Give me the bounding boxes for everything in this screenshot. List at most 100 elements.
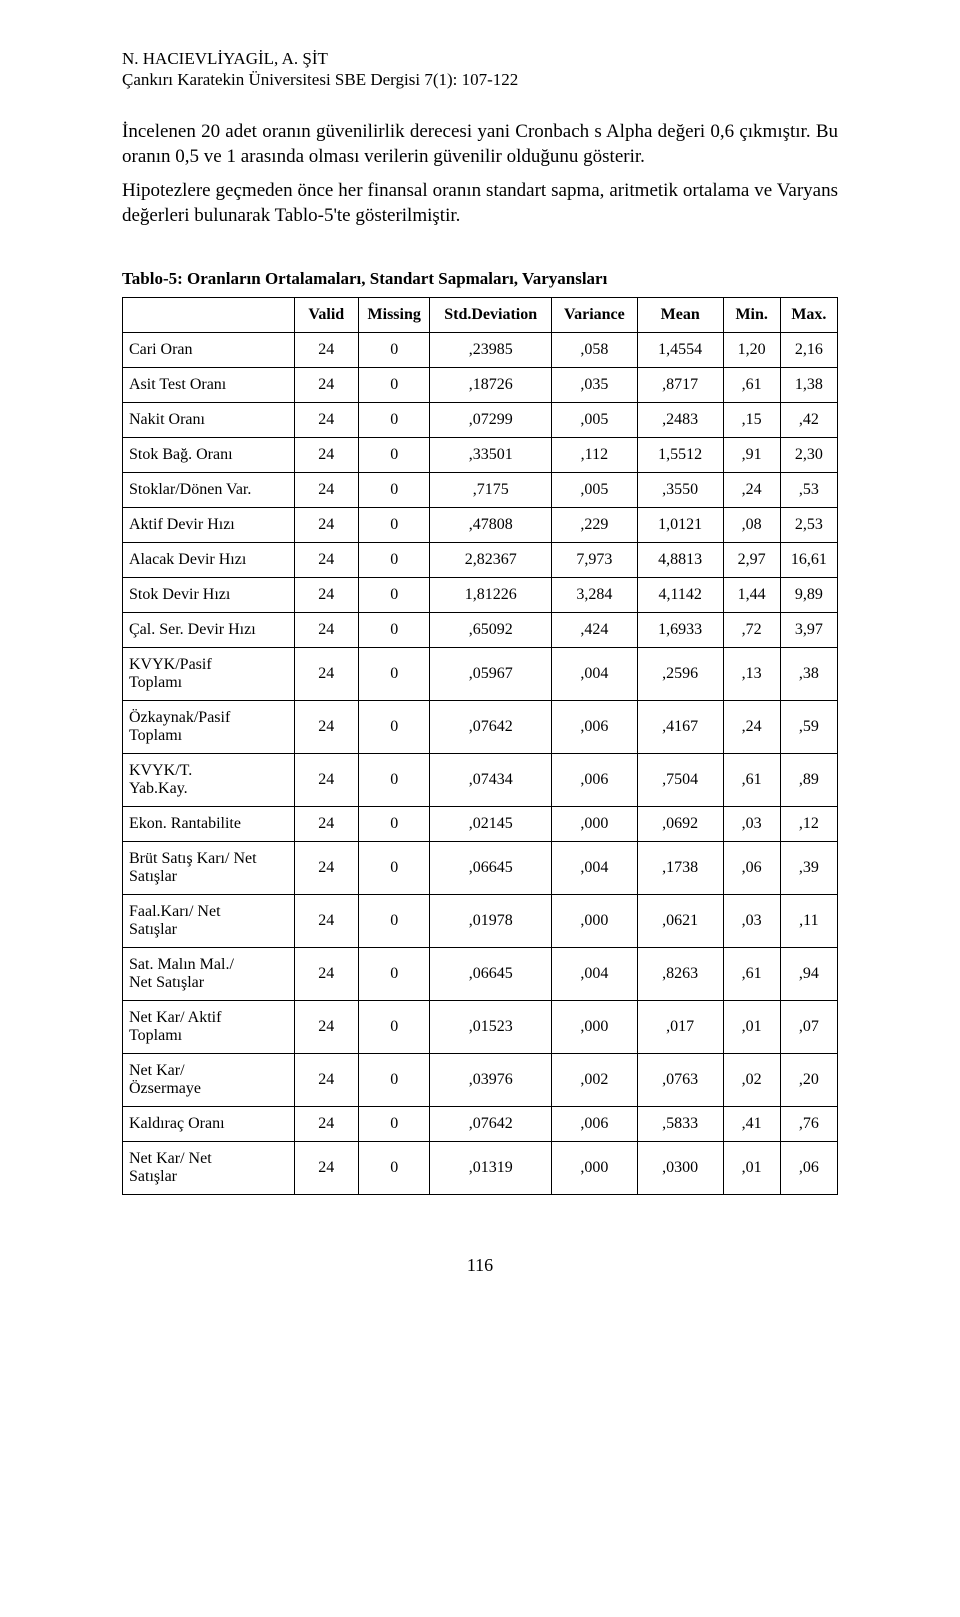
row-label: Net Kar/ Özsermaye xyxy=(123,1054,295,1107)
row-value: ,01319 xyxy=(430,1142,552,1195)
row-value: ,017 xyxy=(637,1001,723,1054)
row-value: 24 xyxy=(294,1001,358,1054)
row-value: 0 xyxy=(358,807,430,842)
row-value: 24 xyxy=(294,1107,358,1142)
paragraph-2: Hipotezlere geçmeden önce her finansal o… xyxy=(122,178,838,229)
row-value: ,07642 xyxy=(430,1107,552,1142)
table-row: Stok Bağ. Oranı240,33501,1121,5512,912,3… xyxy=(123,438,838,473)
row-value: ,61 xyxy=(723,754,780,807)
row-label: Nakit Oranı xyxy=(123,403,295,438)
row-label: Kaldıraç Oranı xyxy=(123,1107,295,1142)
row-value: 1,44 xyxy=(723,578,780,613)
row-value: ,13 xyxy=(723,648,780,701)
row-value: ,8717 xyxy=(637,368,723,403)
row-value: 24 xyxy=(294,578,358,613)
row-value: 24 xyxy=(294,648,358,701)
row-value: ,42 xyxy=(780,403,837,438)
row-value: ,000 xyxy=(551,1001,637,1054)
row-label: Cari Oran xyxy=(123,333,295,368)
row-value: ,000 xyxy=(551,807,637,842)
row-value: ,7504 xyxy=(637,754,723,807)
table-row: Aktif Devir Hızı240,47808,2291,0121,082,… xyxy=(123,508,838,543)
row-value: ,5833 xyxy=(637,1107,723,1142)
row-value: ,47808 xyxy=(430,508,552,543)
row-value: ,08 xyxy=(723,508,780,543)
row-value: ,15 xyxy=(723,403,780,438)
row-value: 2,30 xyxy=(780,438,837,473)
table-row: Stoklar/Dönen Var.240,7175,005,3550,24,5… xyxy=(123,473,838,508)
row-label: KVYK/Pasif Toplamı xyxy=(123,648,295,701)
row-value: ,005 xyxy=(551,473,637,508)
row-value: ,23985 xyxy=(430,333,552,368)
row-label: Stok Devir Hızı xyxy=(123,578,295,613)
table-row: Asit Test Oranı240,18726,035,8717,611,38 xyxy=(123,368,838,403)
row-value: ,72 xyxy=(723,613,780,648)
row-value: ,004 xyxy=(551,648,637,701)
row-value: ,07642 xyxy=(430,701,552,754)
row-value: ,7175 xyxy=(430,473,552,508)
row-value: 3,97 xyxy=(780,613,837,648)
table-header-cell: Valid xyxy=(294,298,358,333)
row-value: 0 xyxy=(358,1142,430,1195)
page: N. HACIEVLİYAGİL, A. ŞİT Çankırı Karatek… xyxy=(0,0,960,1336)
row-value: ,06 xyxy=(723,842,780,895)
table-row: Nakit Oranı240,07299,005,2483,15,42 xyxy=(123,403,838,438)
row-value: 24 xyxy=(294,1054,358,1107)
row-label: Stoklar/Dönen Var. xyxy=(123,473,295,508)
row-value: ,24 xyxy=(723,701,780,754)
row-value: ,06645 xyxy=(430,842,552,895)
row-value: 0 xyxy=(358,895,430,948)
table-row: Brüt Satış Karı/ Net Satışlar240,06645,0… xyxy=(123,842,838,895)
row-value: 1,20 xyxy=(723,333,780,368)
row-value: ,8263 xyxy=(637,948,723,1001)
table-row: Özkaynak/Pasif Toplamı240,07642,006,4167… xyxy=(123,701,838,754)
row-value: 4,1142 xyxy=(637,578,723,613)
row-value: ,33501 xyxy=(430,438,552,473)
row-value: 0 xyxy=(358,578,430,613)
row-label: Çal. Ser. Devir Hızı xyxy=(123,613,295,648)
row-value: ,07 xyxy=(780,1001,837,1054)
table-row: Stok Devir Hızı2401,812263,2844,11421,44… xyxy=(123,578,838,613)
row-value: ,06 xyxy=(780,1142,837,1195)
table-header-cell: Max. xyxy=(780,298,837,333)
row-value: ,61 xyxy=(723,368,780,403)
row-value: 0 xyxy=(358,333,430,368)
row-value: 24 xyxy=(294,842,358,895)
row-value: ,59 xyxy=(780,701,837,754)
row-value: ,91 xyxy=(723,438,780,473)
row-value: ,65092 xyxy=(430,613,552,648)
row-value: 0 xyxy=(358,842,430,895)
table-row: Net Kar/ Net Satışlar240,01319,000,0300,… xyxy=(123,1142,838,1195)
table-row: Net Kar/ Aktif Toplamı240,01523,000,017,… xyxy=(123,1001,838,1054)
row-value: 0 xyxy=(358,1107,430,1142)
row-value: ,0763 xyxy=(637,1054,723,1107)
row-label: Ekon. Rantabilite xyxy=(123,807,295,842)
row-value: ,0621 xyxy=(637,895,723,948)
row-value: ,02 xyxy=(723,1054,780,1107)
row-value: ,03 xyxy=(723,807,780,842)
row-value: 24 xyxy=(294,701,358,754)
paragraph-1: İncelenen 20 adet oranın güvenilirlik de… xyxy=(122,119,838,170)
table-header-cell: Mean xyxy=(637,298,723,333)
table-row: KVYK/Pasif Toplamı240,05967,004,2596,13,… xyxy=(123,648,838,701)
row-value: ,3550 xyxy=(637,473,723,508)
row-value: ,004 xyxy=(551,842,637,895)
row-value: ,02145 xyxy=(430,807,552,842)
table-row: Çal. Ser. Devir Hızı240,65092,4241,6933,… xyxy=(123,613,838,648)
row-value: 0 xyxy=(358,508,430,543)
row-value: ,000 xyxy=(551,1142,637,1195)
table-row: KVYK/T. Yab.Kay.240,07434,006,7504,61,89 xyxy=(123,754,838,807)
row-label: Asit Test Oranı xyxy=(123,368,295,403)
row-value: 0 xyxy=(358,403,430,438)
row-value: ,1738 xyxy=(637,842,723,895)
row-value: 24 xyxy=(294,473,358,508)
table-row: Faal.Karı/ Net Satışlar240,01978,000,062… xyxy=(123,895,838,948)
row-value: 24 xyxy=(294,333,358,368)
row-value: ,004 xyxy=(551,948,637,1001)
table-header-cell: Variance xyxy=(551,298,637,333)
row-value: ,006 xyxy=(551,701,637,754)
row-value: ,002 xyxy=(551,1054,637,1107)
row-value: ,000 xyxy=(551,895,637,948)
row-value: ,18726 xyxy=(430,368,552,403)
row-value: ,01523 xyxy=(430,1001,552,1054)
